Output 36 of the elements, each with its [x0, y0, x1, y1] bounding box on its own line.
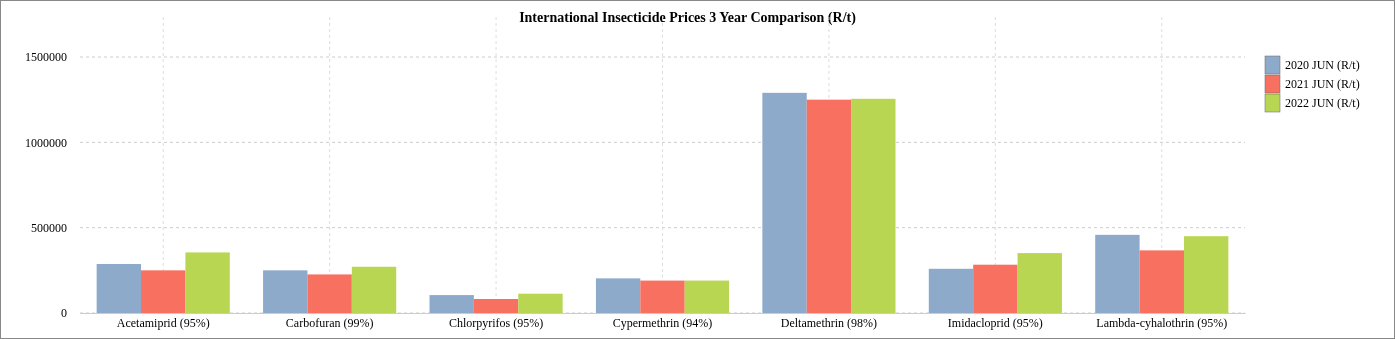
x-tick-label: Cypermethrin (94%): [612, 315, 713, 330]
bar: [96, 264, 142, 313]
legend-label: 2021 JUN (R/t): [1285, 77, 1360, 91]
x-tick-label: Imidacloprid (95%): [947, 315, 1043, 330]
y-tick-label: 1000000: [25, 135, 67, 150]
legend-label: 2020 JUN (R/t): [1285, 58, 1360, 72]
bar: [973, 264, 1018, 313]
y-tick-label: 1500000: [25, 50, 67, 65]
y-tick-label: 0: [61, 306, 67, 321]
bar: [185, 252, 230, 313]
bar: [351, 266, 397, 313]
bar: [595, 278, 641, 313]
x-tick-label: Lambda-cyhalothrin (95%): [1096, 315, 1228, 330]
bar: [1139, 250, 1184, 313]
x-tick-label: Carbofuran (99%): [285, 315, 374, 330]
bar: [684, 280, 730, 313]
x-tick-label: Chlorpyrifos (95%): [448, 315, 544, 330]
bar: [851, 98, 896, 313]
x-tick-label: Acetamiprid (95%): [116, 315, 210, 330]
legend-label: 2022 JUN (R/t): [1285, 96, 1360, 110]
bar: [473, 299, 519, 313]
bar: [762, 92, 807, 313]
bar: [1095, 234, 1140, 313]
x-tick-label: Deltamethrin (98%): [780, 315, 878, 330]
bar: [518, 293, 563, 313]
bar: [141, 270, 186, 313]
bar: [429, 295, 474, 313]
bar: [263, 270, 308, 313]
bar: [806, 99, 852, 313]
bar: [1017, 253, 1062, 313]
bar: [928, 268, 974, 313]
bar: [307, 274, 352, 313]
bar: [640, 280, 685, 313]
y-tick-label: 500000: [31, 221, 67, 236]
bar: [1183, 236, 1229, 313]
chart-title: International Insecticide Prices 3 Year Comparison (R/t): [519, 10, 857, 26]
